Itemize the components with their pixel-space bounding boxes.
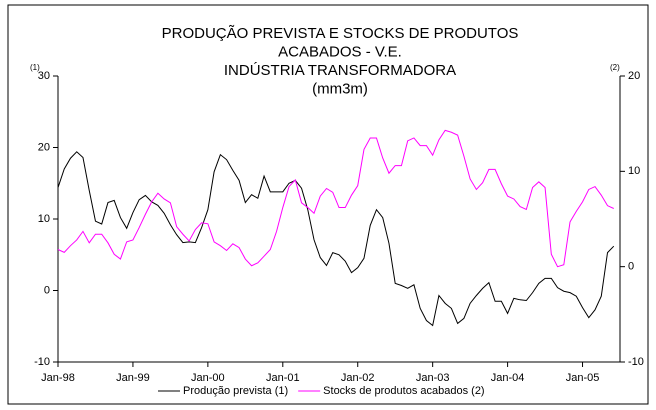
series-line (57, 129, 614, 268)
y-tick-label: 30 (38, 70, 50, 82)
y-axis-label: (1) (30, 63, 40, 72)
x-tick-label: Jan-03 (416, 372, 450, 384)
chart-title: ACABADOS - V.E. (278, 43, 402, 60)
chart-title: (mm3m) (312, 80, 368, 97)
x-tick-label: Jan-99 (116, 372, 150, 384)
legend-label: Produção prevista (1) (183, 385, 288, 397)
legend-label: Stocks de produtos acabados (2) (323, 385, 484, 397)
x-tick-label: Jan-04 (491, 372, 525, 384)
y2-tick-label: 10 (628, 165, 640, 177)
chart-frame (7, 4, 649, 405)
chart-title: PRODUÇÃO PREVISTA E STOCKS DE PRODUTOS (162, 25, 519, 42)
y2-tick-label: 0 (628, 261, 634, 273)
x-tick-label: Jan-02 (341, 372, 375, 384)
y-tick-label: 10 (38, 213, 50, 225)
chart-title: INDÚSTRIA TRANSFORMADORA (224, 62, 456, 79)
series-line (57, 151, 615, 327)
y-tick-label: -10 (34, 356, 50, 368)
y2-tick-label: -10 (628, 356, 644, 368)
y2-axis-label: (2) (610, 63, 620, 72)
x-tick-label: Jan-05 (566, 372, 600, 384)
y-tick-label: 20 (38, 141, 50, 153)
y2-tick-label: 20 (628, 70, 640, 82)
x-tick-label: Jan-00 (191, 372, 225, 384)
x-tick-label: Jan-01 (266, 372, 300, 384)
y-tick-label: 0 (44, 284, 50, 296)
x-tick-label: Jan-98 (41, 372, 75, 384)
